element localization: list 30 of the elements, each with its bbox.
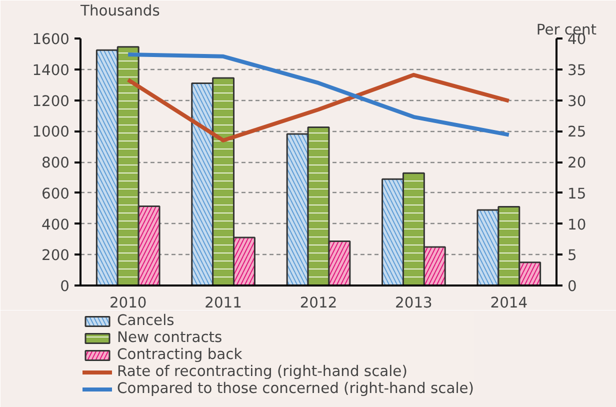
legend-label: Rate of recontracting (right-hand scale) bbox=[117, 363, 408, 380]
y2-tick-label: 35 bbox=[568, 62, 586, 79]
y2-tick-label: 15 bbox=[568, 185, 586, 202]
y-tick-label: 1000 bbox=[32, 124, 70, 141]
y2-tick-label: 10 bbox=[568, 216, 586, 234]
y-tick-label: 800 bbox=[42, 154, 70, 172]
line-series bbox=[126, 52, 511, 137]
x-tick-label: 2010 bbox=[109, 294, 147, 312]
y-tick-label: 600 bbox=[42, 185, 70, 202]
y2-tick-label: 30 bbox=[568, 92, 586, 110]
y-tick-label: 200 bbox=[42, 247, 70, 264]
legend-label: Contracting back bbox=[117, 346, 242, 363]
legend-label: Compared to those concerned (right-hand scale) bbox=[117, 380, 474, 397]
line-series bbox=[126, 72, 511, 142]
x-tick-label: 2012 bbox=[300, 294, 338, 312]
y-tick-label: 1400 bbox=[32, 62, 70, 79]
y-tick-label: 1200 bbox=[32, 92, 70, 110]
y2-tick-label: 20 bbox=[568, 154, 586, 172]
y-axis-title: Thousands bbox=[80, 2, 160, 20]
x-tick-label: 2014 bbox=[490, 294, 528, 312]
x-tick-label: 2011 bbox=[204, 294, 242, 312]
x-tick-label: 2013 bbox=[395, 294, 432, 312]
y-tick-label: 0 bbox=[60, 278, 70, 295]
y-tick-label: 1600 bbox=[32, 31, 70, 48]
y2-tick-label: 25 bbox=[568, 124, 586, 141]
y2-tick-label: 5 bbox=[568, 247, 577, 264]
y2-tick-label: 0 bbox=[568, 278, 577, 295]
legend-label: New contracts bbox=[117, 329, 222, 346]
y-tick-label: 400 bbox=[42, 216, 70, 234]
legend-label: Cancels bbox=[117, 312, 174, 329]
